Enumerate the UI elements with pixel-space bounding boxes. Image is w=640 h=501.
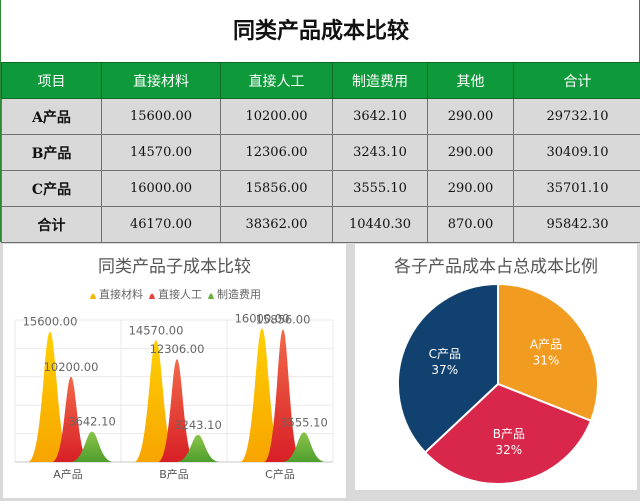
legend-direct-materials-marker xyxy=(90,293,96,299)
sub-cost-chart: 直接材料 直接人工 制造费用 15600.00 10200.00 3642.10 A产品 14… xyxy=(14,287,334,481)
table-cell: 290.00 xyxy=(427,170,514,207)
table-cell: 12306.00 xyxy=(220,134,333,171)
header-item: 项目 xyxy=(1,62,102,99)
peak-direct-materials xyxy=(134,340,178,462)
data-label: 10200.00 xyxy=(44,360,99,374)
pie-slice-a xyxy=(497,282,599,423)
row-label: B产品 xyxy=(1,134,102,171)
pie-chart: A产品 31% B产品 32% C产品 37% xyxy=(397,282,599,485)
table-cell: 14570.00 xyxy=(101,134,221,171)
pie-slice-b xyxy=(423,382,593,485)
data-label: 12306.00 xyxy=(150,342,205,356)
table-header-row: 项目 直接材料 直接人工 制造费用 其他 合计 xyxy=(1,62,640,99)
table-row: C产品 16000.00 15856.00 3555.10 290.00 357… xyxy=(1,170,640,207)
pie-slice-percent: 31% xyxy=(533,353,560,367)
table-cell: 3555.10 xyxy=(332,170,428,207)
table-cell: 3243.10 xyxy=(332,134,428,171)
header-direct-labor: 直接人工 xyxy=(220,62,333,99)
legend-manufacturing-overhead-marker xyxy=(208,293,214,299)
sub-cost-chart-title: 同类产品子成本比较 xyxy=(98,257,251,277)
data-label: 15600.00 xyxy=(23,315,78,329)
data-label: 3555.10 xyxy=(280,415,328,429)
category-label: A产品 xyxy=(53,467,83,481)
pie-slice-label: C产品 xyxy=(429,347,461,361)
table-cell: 38362.00 xyxy=(220,206,333,243)
table-cell: 95842.30 xyxy=(513,206,640,243)
data-label: 16000.00 xyxy=(235,311,290,325)
table-cell: 15600.00 xyxy=(101,98,221,135)
pie-slice-percent: 37% xyxy=(431,363,458,377)
row-label: A产品 xyxy=(1,98,102,135)
table-row: A产品 15600.00 10200.00 3642.10 290.00 297… xyxy=(1,98,640,135)
header-total: 合计 xyxy=(513,62,640,99)
table-cell: 3642.10 xyxy=(332,98,428,135)
pie-chart-title: 各子产品成本占总成本比例 xyxy=(394,257,598,277)
data-label: 14570.00 xyxy=(129,323,184,337)
legend-direct-labor-marker xyxy=(149,293,155,299)
data-label: 3243.10 xyxy=(174,418,222,432)
sub-cost-chart-panel: 同类产品子成本比较 直接材料 直接人工 制造费用 15600.00 10200.00 36… xyxy=(3,244,346,498)
table-cell: 10440.30 xyxy=(332,206,428,243)
table-cell: 30409.10 xyxy=(513,134,640,171)
peak-direct-labor xyxy=(52,376,90,462)
peak-manufacturing-overhead xyxy=(176,434,220,462)
table-cell: 870.00 xyxy=(427,206,514,243)
table-cell: 290.00 xyxy=(427,134,514,171)
cost-table: 项目 直接材料 直接人工 制造费用 其他 合计 A产品 15600.00 102… xyxy=(1,62,640,243)
table-cell: 10200.00 xyxy=(220,98,333,135)
pie-slice-label: B产品 xyxy=(493,427,525,441)
legend-direct-materials: 直接材料 xyxy=(99,287,143,301)
table-row: B产品 14570.00 12306.00 3243.10 290.00 304… xyxy=(1,134,640,171)
table-cell: 290.00 xyxy=(427,98,514,135)
page-title: 同类产品成本比较 xyxy=(232,18,409,44)
pie-slice-c xyxy=(397,282,499,454)
header-direct-materials: 直接材料 xyxy=(101,62,221,99)
header-manufacturing-overhead: 制造费用 xyxy=(332,62,428,99)
data-label: 15856.00 xyxy=(256,313,311,327)
table-cell: 16000.00 xyxy=(101,170,221,207)
legend-manufacturing-overhead: 制造费用 xyxy=(217,287,261,301)
peak-direct-labor xyxy=(158,359,196,462)
peak-direct-materials xyxy=(28,331,72,462)
table-cell: 29732.10 xyxy=(513,98,640,135)
pie-chart-panel: 各子产品成本占总成本比例 A产品 31% B产品 32% C产品 37% xyxy=(355,244,637,490)
data-label: 3642.10 xyxy=(68,415,116,429)
cost-table-section: 同类产品成本比较 项目 直接材料 直接人工 制造费用 其他 合计 A产品 156… xyxy=(0,0,640,243)
peak-direct-labor xyxy=(264,329,302,462)
row-label: C产品 xyxy=(1,170,102,207)
table-cell: 35701.10 xyxy=(513,170,640,207)
legend-direct-labor: 直接人工 xyxy=(158,287,202,301)
header-other: 其他 xyxy=(427,62,514,99)
table-cell: 15856.00 xyxy=(220,170,333,207)
peak-manufacturing-overhead xyxy=(282,432,326,462)
table-cell: 46170.00 xyxy=(101,206,221,243)
peak-direct-materials xyxy=(240,328,284,462)
row-label: 合计 xyxy=(1,206,102,243)
category-label: B产品 xyxy=(159,467,189,481)
category-label: C产品 xyxy=(265,467,295,481)
peak-manufacturing-overhead xyxy=(70,431,114,462)
pie-slice-label: A产品 xyxy=(530,337,562,351)
pie-slice-percent: 32% xyxy=(496,443,523,457)
table-row-total: 合计 46170.00 38362.00 10440.30 870.00 958… xyxy=(1,206,640,243)
